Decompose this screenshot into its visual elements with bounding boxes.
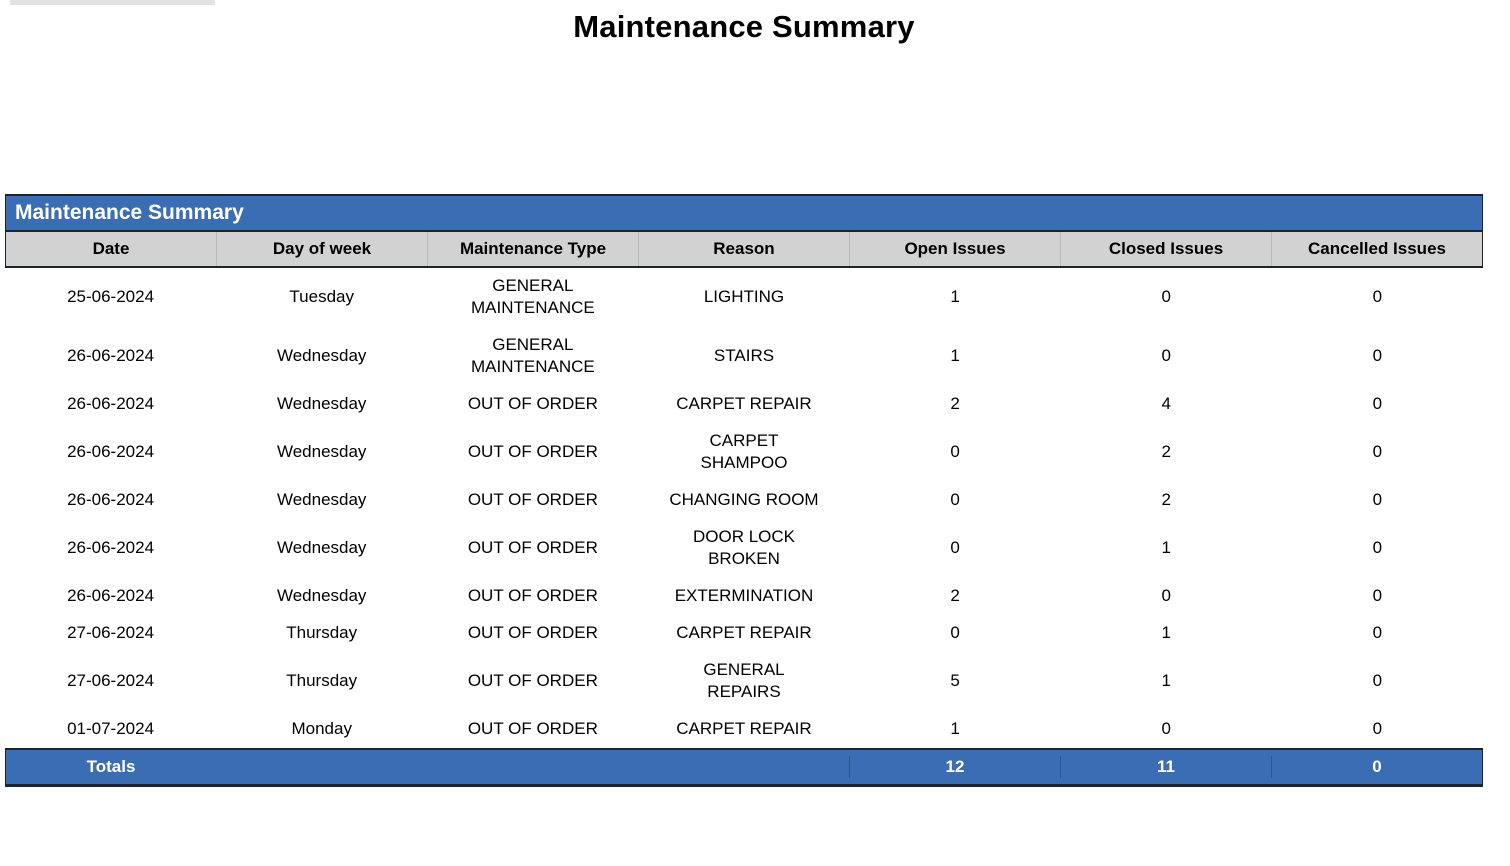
page-title: Maintenance Summary [573, 9, 915, 44]
cell-cancelled: 0 [1372, 287, 1383, 306]
cell-date: 27-06-2024 [67, 623, 155, 642]
cell-reason: CHANGING ROOM [669, 490, 819, 509]
cell-closed: 1 [1161, 538, 1171, 557]
cell-cancelled: 0 [1372, 538, 1383, 557]
cell-reason: GENERAL REPAIRS [703, 660, 785, 701]
cell-open: 0 [950, 538, 960, 557]
column-header-maintenance-type: Maintenance Type [427, 230, 638, 268]
cell-reason: CARPET SHAMPOO [700, 431, 788, 472]
cell-reason: LIGHTING [703, 287, 785, 306]
cell-closed: 4 [1161, 394, 1171, 413]
cell-day: Wednesday [276, 394, 367, 413]
table-row: 26-06-2024 Wednesday OUT OF ORDER EXTERMINA… [5, 578, 1483, 615]
cell-reason: STAIRS [713, 346, 775, 365]
cell-open: 0 [950, 442, 960, 461]
cell-date: 26-06-2024 [67, 586, 155, 605]
cell-open: 1 [950, 346, 960, 365]
cell-closed: 0 [1161, 586, 1171, 605]
cell-open: 1 [950, 719, 960, 738]
cell-open: 5 [950, 671, 960, 690]
table-row: 01-07-2024 Monday OUT OF ORDER CARPET REPAI… [5, 711, 1483, 748]
cell-reason: CARPET REPAIR [676, 394, 812, 413]
cell-date: 26-06-2024 [67, 442, 155, 461]
cell-reason: CARPET REPAIR [676, 719, 812, 738]
cell-closed: 0 [1161, 346, 1171, 365]
column-header-row: Date Day of week Maintenance Type Reason… [5, 230, 1483, 268]
cell-day: Thursday [286, 623, 358, 642]
cell-cancelled: 0 [1372, 442, 1383, 461]
cell-cancelled: 0 [1372, 623, 1383, 642]
cell-day: Tuesday [289, 287, 354, 306]
cell-closed: 1 [1161, 671, 1171, 690]
cell-open: 1 [950, 287, 960, 306]
cell-date: 26-06-2024 [67, 394, 155, 413]
cell-closed: 0 [1161, 287, 1171, 306]
cell-date: 25-06-2024 [67, 287, 155, 306]
cell-cancelled: 0 [1372, 394, 1383, 413]
table-row: 26-06-2024 Wednesday GENERAL MAINTENANCE ST… [5, 327, 1483, 386]
cell-cancelled: 0 [1372, 490, 1383, 509]
cell-type: OUT OF ORDER [467, 671, 598, 690]
cell-type: GENERAL MAINTENANCE [470, 276, 595, 317]
table-row: 27-06-2024 Thursday OUT OF ORDER GENERAL RE… [5, 652, 1483, 711]
totals-label: Totals [86, 757, 136, 776]
cell-closed: 2 [1161, 442, 1171, 461]
cell-type: OUT OF ORDER [467, 586, 598, 605]
cell-closed: 0 [1161, 719, 1171, 738]
cell-open: 0 [950, 490, 960, 509]
table-row: 26-06-2024 Wednesday OUT OF ORDER CARPET SH… [5, 423, 1483, 482]
cell-date: 26-06-2024 [67, 490, 155, 509]
cell-day: Wednesday [276, 442, 367, 461]
cell-reason: CARPET REPAIR [676, 623, 812, 642]
cell-day: Wednesday [276, 490, 367, 509]
table-body: 25-06-2024 Tuesday GENERAL MAINTENANCE LIGH… [5, 268, 1483, 748]
cell-cancelled: 0 [1372, 719, 1383, 738]
cell-date: 01-07-2024 [67, 719, 155, 738]
table-row: 25-06-2024 Tuesday GENERAL MAINTENANCE LIGH… [5, 268, 1483, 327]
cell-day: Monday [291, 719, 352, 738]
cell-open: 0 [950, 623, 960, 642]
cell-type: OUT OF ORDER [467, 442, 598, 461]
cell-day: Wednesday [276, 346, 367, 365]
column-header-reason: Reason [638, 230, 849, 268]
column-header-date: Date [92, 238, 130, 258]
cell-type: OUT OF ORDER [467, 719, 598, 738]
cell-cancelled: 0 [1372, 671, 1383, 690]
cell-cancelled: 0 [1372, 346, 1383, 365]
table-row: 27-06-2024 Thursday OUT OF ORDER CARPET REP… [5, 615, 1483, 652]
cell-reason: DOOR LOCK BROKEN [692, 527, 795, 568]
column-header-day-of-week: Day of week [216, 230, 427, 268]
cell-day: Wednesday [276, 538, 367, 557]
cell-type: GENERAL MAINTENANCE [470, 335, 595, 376]
cell-type: OUT OF ORDER [467, 394, 598, 413]
cell-open: 2 [950, 394, 960, 413]
top-left-strip [10, 0, 215, 5]
table-title-bar: Maintenance Summary [5, 194, 1483, 232]
cell-open: 2 [950, 586, 960, 605]
column-header-open-issues: Open Issues [849, 230, 1060, 268]
table-row: 26-06-2024 Wednesday OUT OF ORDER CARPET RE… [5, 386, 1483, 423]
maintenance-summary-report: Maintenance Summary Date Day of week Mai… [5, 194, 1483, 787]
column-header-closed-issues: Closed Issues [1060, 230, 1271, 268]
table-row: 26-06-2024 Wednesday OUT OF ORDER DOOR LOCK… [5, 519, 1483, 578]
totals-row: Totals 12 11 0 [5, 748, 1483, 787]
cell-date: 26-06-2024 [67, 346, 155, 365]
cell-closed: 1 [1161, 623, 1171, 642]
totals-open-issues: 12 [849, 756, 1060, 778]
cell-closed: 2 [1161, 490, 1171, 509]
cell-type: OUT OF ORDER [467, 538, 598, 557]
totals-cancelled-issues: 0 [1271, 756, 1482, 778]
cell-type: OUT OF ORDER [467, 623, 598, 642]
cell-type: OUT OF ORDER [467, 490, 598, 509]
table-title: Maintenance Summary [15, 201, 244, 224]
cell-date: 26-06-2024 [67, 538, 155, 557]
totals-closed-issues: 11 [1060, 756, 1271, 778]
cell-day: Wednesday [276, 586, 367, 605]
column-header-cancelled-issues: Cancelled Issues [1271, 230, 1482, 268]
cell-date: 27-06-2024 [67, 671, 155, 690]
cell-day: Thursday [286, 671, 358, 690]
table-row: 26-06-2024 Wednesday OUT OF ORDER CHANGING … [5, 482, 1483, 519]
cell-reason: EXTERMINATION [674, 586, 814, 605]
cell-cancelled: 0 [1372, 586, 1383, 605]
